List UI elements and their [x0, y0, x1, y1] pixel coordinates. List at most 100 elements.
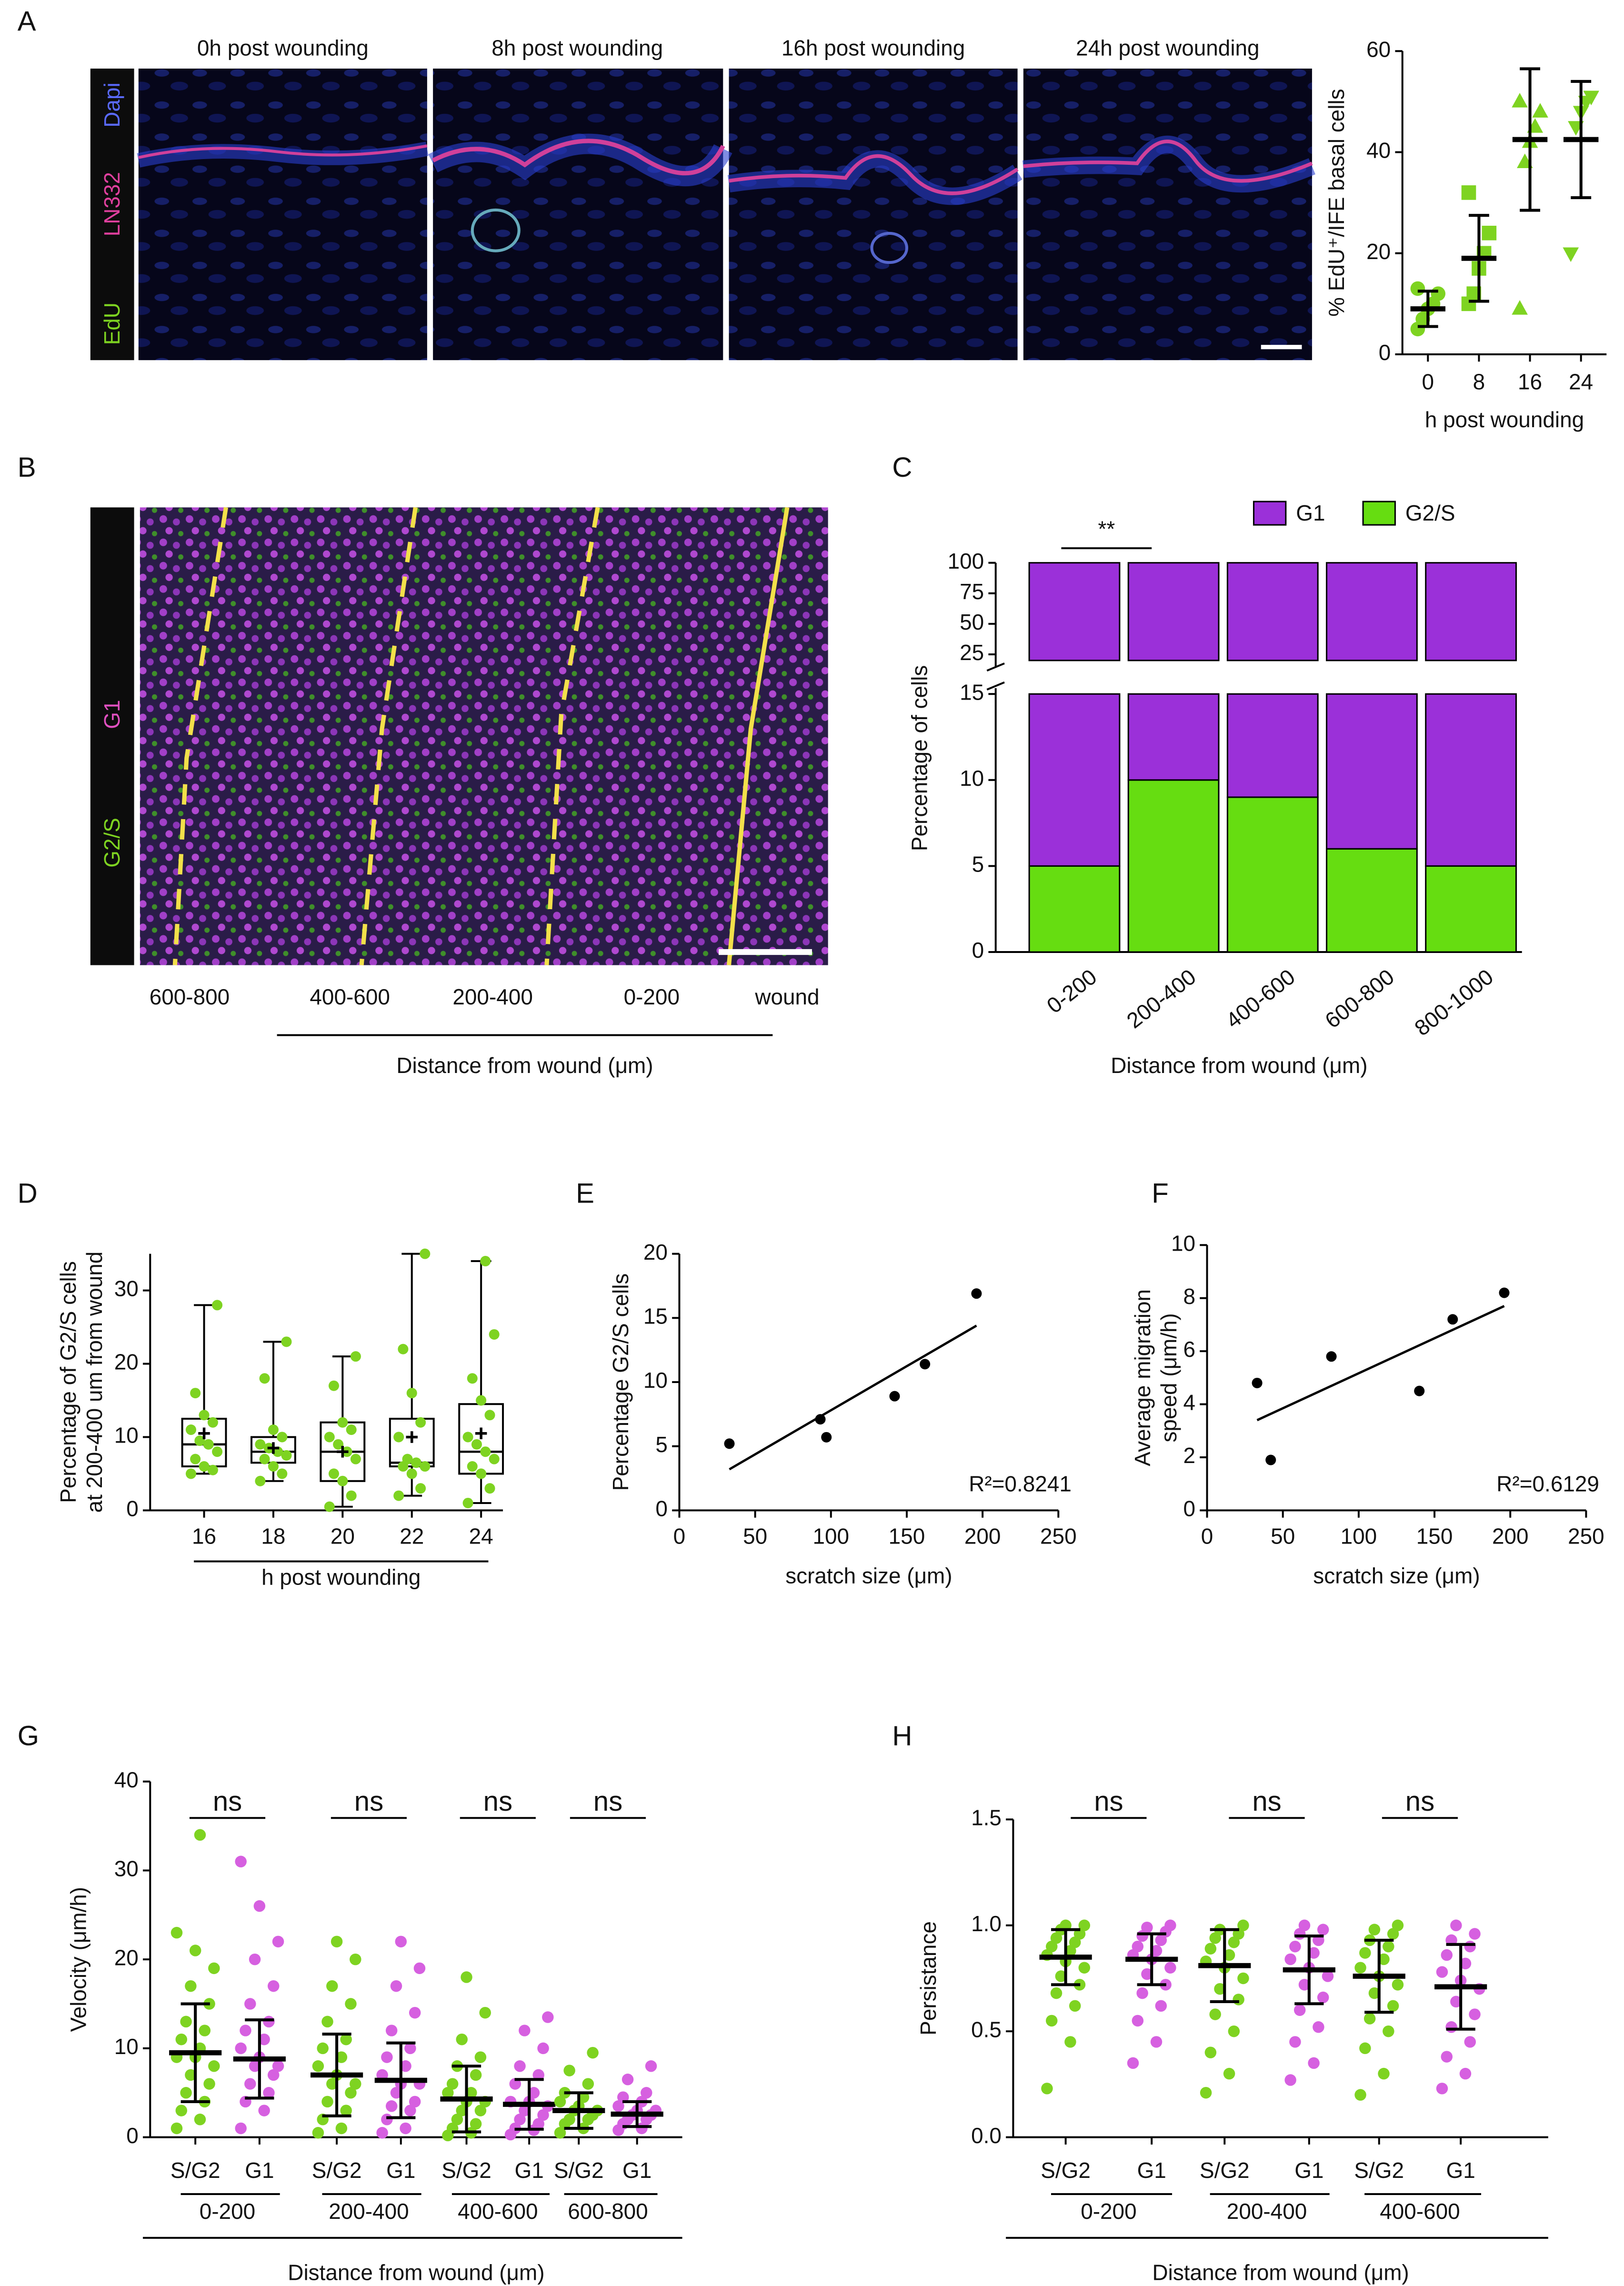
- point: [1447, 1314, 1458, 1325]
- point: [1482, 225, 1497, 241]
- point: [462, 1497, 473, 1509]
- channel-strip: [90, 69, 134, 361]
- point: [395, 1935, 407, 1948]
- channel-label: G1: [100, 700, 124, 729]
- mean-marker: [198, 1427, 210, 1440]
- point: [337, 1417, 348, 1428]
- x-axis-label: h post wounding: [1425, 407, 1584, 432]
- point: [268, 2069, 280, 2081]
- point: [404, 2105, 416, 2116]
- y-axis-label: Persistance: [916, 1921, 941, 2035]
- point: [390, 1980, 402, 1992]
- point: [249, 1953, 261, 1965]
- point: [1512, 93, 1528, 108]
- bar-segment: [1127, 779, 1220, 953]
- x-tick-label: S/G2: [1200, 2158, 1250, 2183]
- point: [563, 2065, 575, 2076]
- point: [528, 2087, 540, 2099]
- y-tick-label: 20: [114, 1945, 139, 1970]
- axis-label: Distance from wound (μm): [396, 1053, 653, 1078]
- point: [1499, 1287, 1510, 1298]
- point: [189, 1945, 201, 1956]
- x-axis-label: Distance from wound (μm): [288, 2260, 544, 2285]
- x-tick-label: 0: [1422, 369, 1434, 394]
- point: [346, 1490, 357, 1501]
- point: [258, 2033, 270, 2045]
- point: [385, 2025, 398, 2036]
- mean-marker: [406, 1431, 418, 1443]
- point: [1078, 1962, 1091, 1974]
- point: [920, 1359, 931, 1370]
- x-tick-label: 0: [1201, 1524, 1213, 1549]
- point: [470, 2069, 482, 2081]
- point: [199, 1410, 210, 1421]
- x-tick-label: 200: [964, 1524, 1001, 1549]
- y-tick-label: 10: [643, 1368, 668, 1393]
- annotation: R²=0.8241: [969, 1471, 1072, 1496]
- point: [208, 2060, 220, 2072]
- y-tick-label: 40: [114, 1767, 139, 1792]
- image-header: 8h post wounding: [491, 35, 663, 60]
- point: [489, 1454, 500, 1464]
- point: [1308, 2057, 1320, 2069]
- point: [1064, 2036, 1076, 2048]
- point: [406, 1388, 417, 1399]
- y-tick-label: 10: [114, 1423, 139, 1448]
- point: [1383, 1941, 1394, 1953]
- y-tick-label: 0: [126, 1496, 139, 1521]
- point: [263, 2087, 275, 2099]
- point: [1132, 2015, 1144, 2027]
- point: [1223, 1949, 1235, 1961]
- x-tick-label: 200-400: [1122, 964, 1201, 1033]
- point: [208, 1962, 220, 1975]
- point: [185, 1980, 197, 1992]
- y-tick-label: 15: [960, 680, 984, 704]
- x-axis-label: scratch size (μm): [785, 1563, 952, 1588]
- point: [393, 1432, 404, 1443]
- group-label: 400-600: [1380, 2199, 1460, 2224]
- y-tick-label: 0: [126, 2123, 139, 2148]
- point: [180, 2015, 192, 2028]
- point: [467, 1373, 478, 1384]
- point: [1532, 103, 1548, 118]
- point: [622, 2074, 634, 2085]
- y-tick-label: 40: [1366, 138, 1391, 163]
- point: [1414, 1385, 1425, 1396]
- bar-segment: [1028, 693, 1121, 867]
- point: [185, 1468, 197, 1479]
- y-tick-label: 4: [1183, 1390, 1196, 1415]
- point: [1368, 1987, 1381, 1999]
- point: [641, 2087, 652, 2099]
- point: [328, 1468, 339, 1479]
- point: [199, 2025, 211, 2036]
- point: [476, 1395, 487, 1406]
- point: [1078, 1919, 1091, 1932]
- point: [400, 2060, 411, 2072]
- point: [321, 2096, 333, 2108]
- point: [400, 2122, 411, 2135]
- point: [350, 1953, 361, 1965]
- mean-marker: [267, 1442, 280, 1454]
- point: [312, 2060, 324, 2072]
- point: [420, 1461, 431, 1472]
- x-tick-label: G1: [1294, 2158, 1323, 2183]
- legend-swatch: [1362, 501, 1396, 526]
- point: [537, 2109, 549, 2121]
- group-label: 200-400: [329, 2199, 409, 2224]
- point: [1464, 1941, 1476, 1953]
- region-label: 200-400: [452, 984, 532, 1009]
- y-axis-label: Percentage of cells: [907, 665, 932, 851]
- point: [1445, 2021, 1457, 2033]
- point: [321, 2015, 333, 2028]
- point: [335, 2122, 348, 2135]
- point: [194, 1829, 206, 1841]
- point: [461, 1971, 472, 1983]
- point: [509, 2078, 521, 2090]
- point: [821, 1432, 832, 1443]
- point: [235, 1855, 247, 1868]
- region-label: 400-600: [310, 984, 390, 1009]
- bar-segment: [1127, 693, 1220, 781]
- point: [415, 1483, 426, 1494]
- point: [268, 1424, 279, 1435]
